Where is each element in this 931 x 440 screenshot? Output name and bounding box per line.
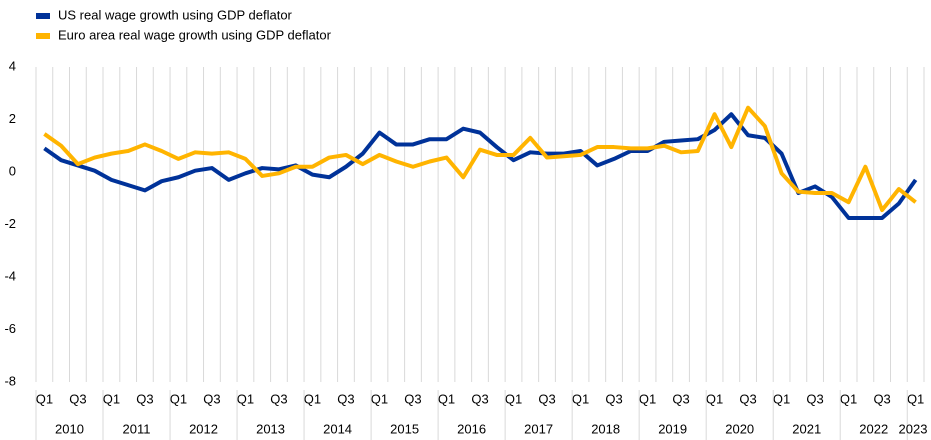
x-tick-label: Q3 <box>404 391 421 406</box>
x-tick-label: Q1 <box>170 391 187 406</box>
x-tick-label: Q3 <box>873 391 890 406</box>
x-tick-label: Q3 <box>806 391 823 406</box>
year-label: 2020 <box>725 421 754 436</box>
y-tick-label: 0 <box>9 163 16 178</box>
x-tick-label: Q1 <box>103 391 120 406</box>
y-tick-label: -8 <box>4 373 16 388</box>
series-line <box>43 105 917 213</box>
year-label: 2021 <box>792 421 821 436</box>
year-label: 2011 <box>123 421 151 436</box>
year-label: 2015 <box>390 421 419 436</box>
x-tick-label: Q1 <box>371 391 388 406</box>
year-label: 2013 <box>256 421 285 436</box>
x-tick-label: Q3 <box>69 391 86 406</box>
y-tick-label: -4 <box>4 268 16 283</box>
x-tick-label: Q3 <box>337 391 354 406</box>
x-tick-label: Q1 <box>706 391 723 406</box>
legend-label: US real wage growth using GDP deflator <box>58 7 293 22</box>
year-label: 2022 <box>859 421 888 436</box>
x-tick-label: Q3 <box>136 391 153 406</box>
x-tick-label: Q1 <box>36 391 53 406</box>
x-tick-label: Q1 <box>639 391 656 406</box>
x-tick-label: Q1 <box>237 391 254 406</box>
year-label: 2017 <box>524 421 553 436</box>
year-label: 2016 <box>457 421 486 436</box>
x-tick-label: Q3 <box>203 391 220 406</box>
x-tick-label: Q3 <box>672 391 689 406</box>
x-tick-label: Q1 <box>505 391 522 406</box>
x-tick-label: Q1 <box>438 391 455 406</box>
x-tick-label: Q3 <box>538 391 555 406</box>
series-line <box>43 112 918 220</box>
y-tick-label: -6 <box>4 321 16 336</box>
x-tick-label: Q3 <box>270 391 287 406</box>
year-label: 2019 <box>658 421 687 436</box>
x-tick-label: Q3 <box>605 391 622 406</box>
y-tick-label: 4 <box>9 58 16 73</box>
x-tick-label: Q1 <box>304 391 321 406</box>
x-tick-label: Q1 <box>773 391 790 406</box>
year-label: 2018 <box>591 421 620 436</box>
year-label: 2014 <box>323 421 352 436</box>
year-label: 2023 <box>899 421 928 436</box>
year-label: 2012 <box>189 421 218 436</box>
x-tick-label: Q1 <box>907 391 924 406</box>
year-label: 2010 <box>55 421 84 436</box>
y-tick-label: -2 <box>4 216 16 231</box>
x-tick-label: Q3 <box>471 391 488 406</box>
x-tick-label: Q1 <box>840 391 857 406</box>
x-tick-label: Q3 <box>739 391 756 406</box>
legend-label: Euro area real wage growth using GDP def… <box>58 27 332 42</box>
x-tick-label: Q1 <box>572 391 589 406</box>
y-tick-label: 2 <box>9 111 16 126</box>
legend-swatch <box>36 33 50 39</box>
legend-swatch <box>36 13 50 19</box>
